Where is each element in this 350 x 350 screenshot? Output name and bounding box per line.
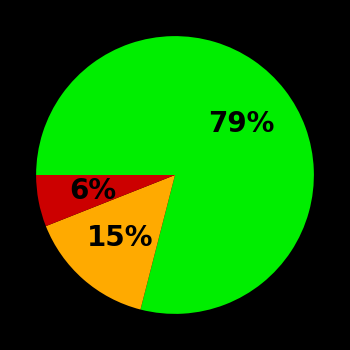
Wedge shape	[36, 36, 314, 314]
Wedge shape	[36, 175, 175, 226]
Text: 6%: 6%	[70, 177, 117, 205]
Wedge shape	[46, 175, 175, 309]
Text: 79%: 79%	[208, 110, 274, 138]
Text: 15%: 15%	[87, 224, 153, 252]
